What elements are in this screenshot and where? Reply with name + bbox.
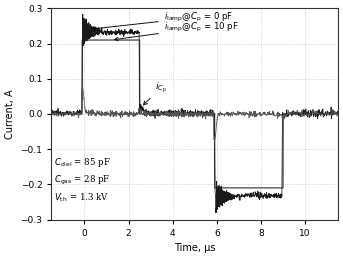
Y-axis label: Current, A: Current, A: [5, 89, 15, 139]
Text: $i_{C_\mathrm{p}}$: $i_{C_\mathrm{p}}$: [143, 80, 167, 105]
Text: $i_\mathrm{lamp}$@$C_\mathrm{p}$ = 10 pF: $i_\mathrm{lamp}$@$C_\mathrm{p}$ = 10 pF: [115, 21, 239, 41]
Text: $C_\mathrm{diel}$ = 85 pF
$C_\mathrm{gas}$ = 28 pF
$V_\mathrm{th}$ = 1.3 kV: $C_\mathrm{diel}$ = 85 pF $C_\mathrm{gas…: [54, 156, 110, 205]
X-axis label: Time, μs: Time, μs: [174, 243, 215, 253]
Text: $i_\mathrm{lamp}$@$C_\mathrm{p}$ = 0 pF: $i_\mathrm{lamp}$@$C_\mathrm{p}$ = 0 pF: [92, 11, 233, 30]
